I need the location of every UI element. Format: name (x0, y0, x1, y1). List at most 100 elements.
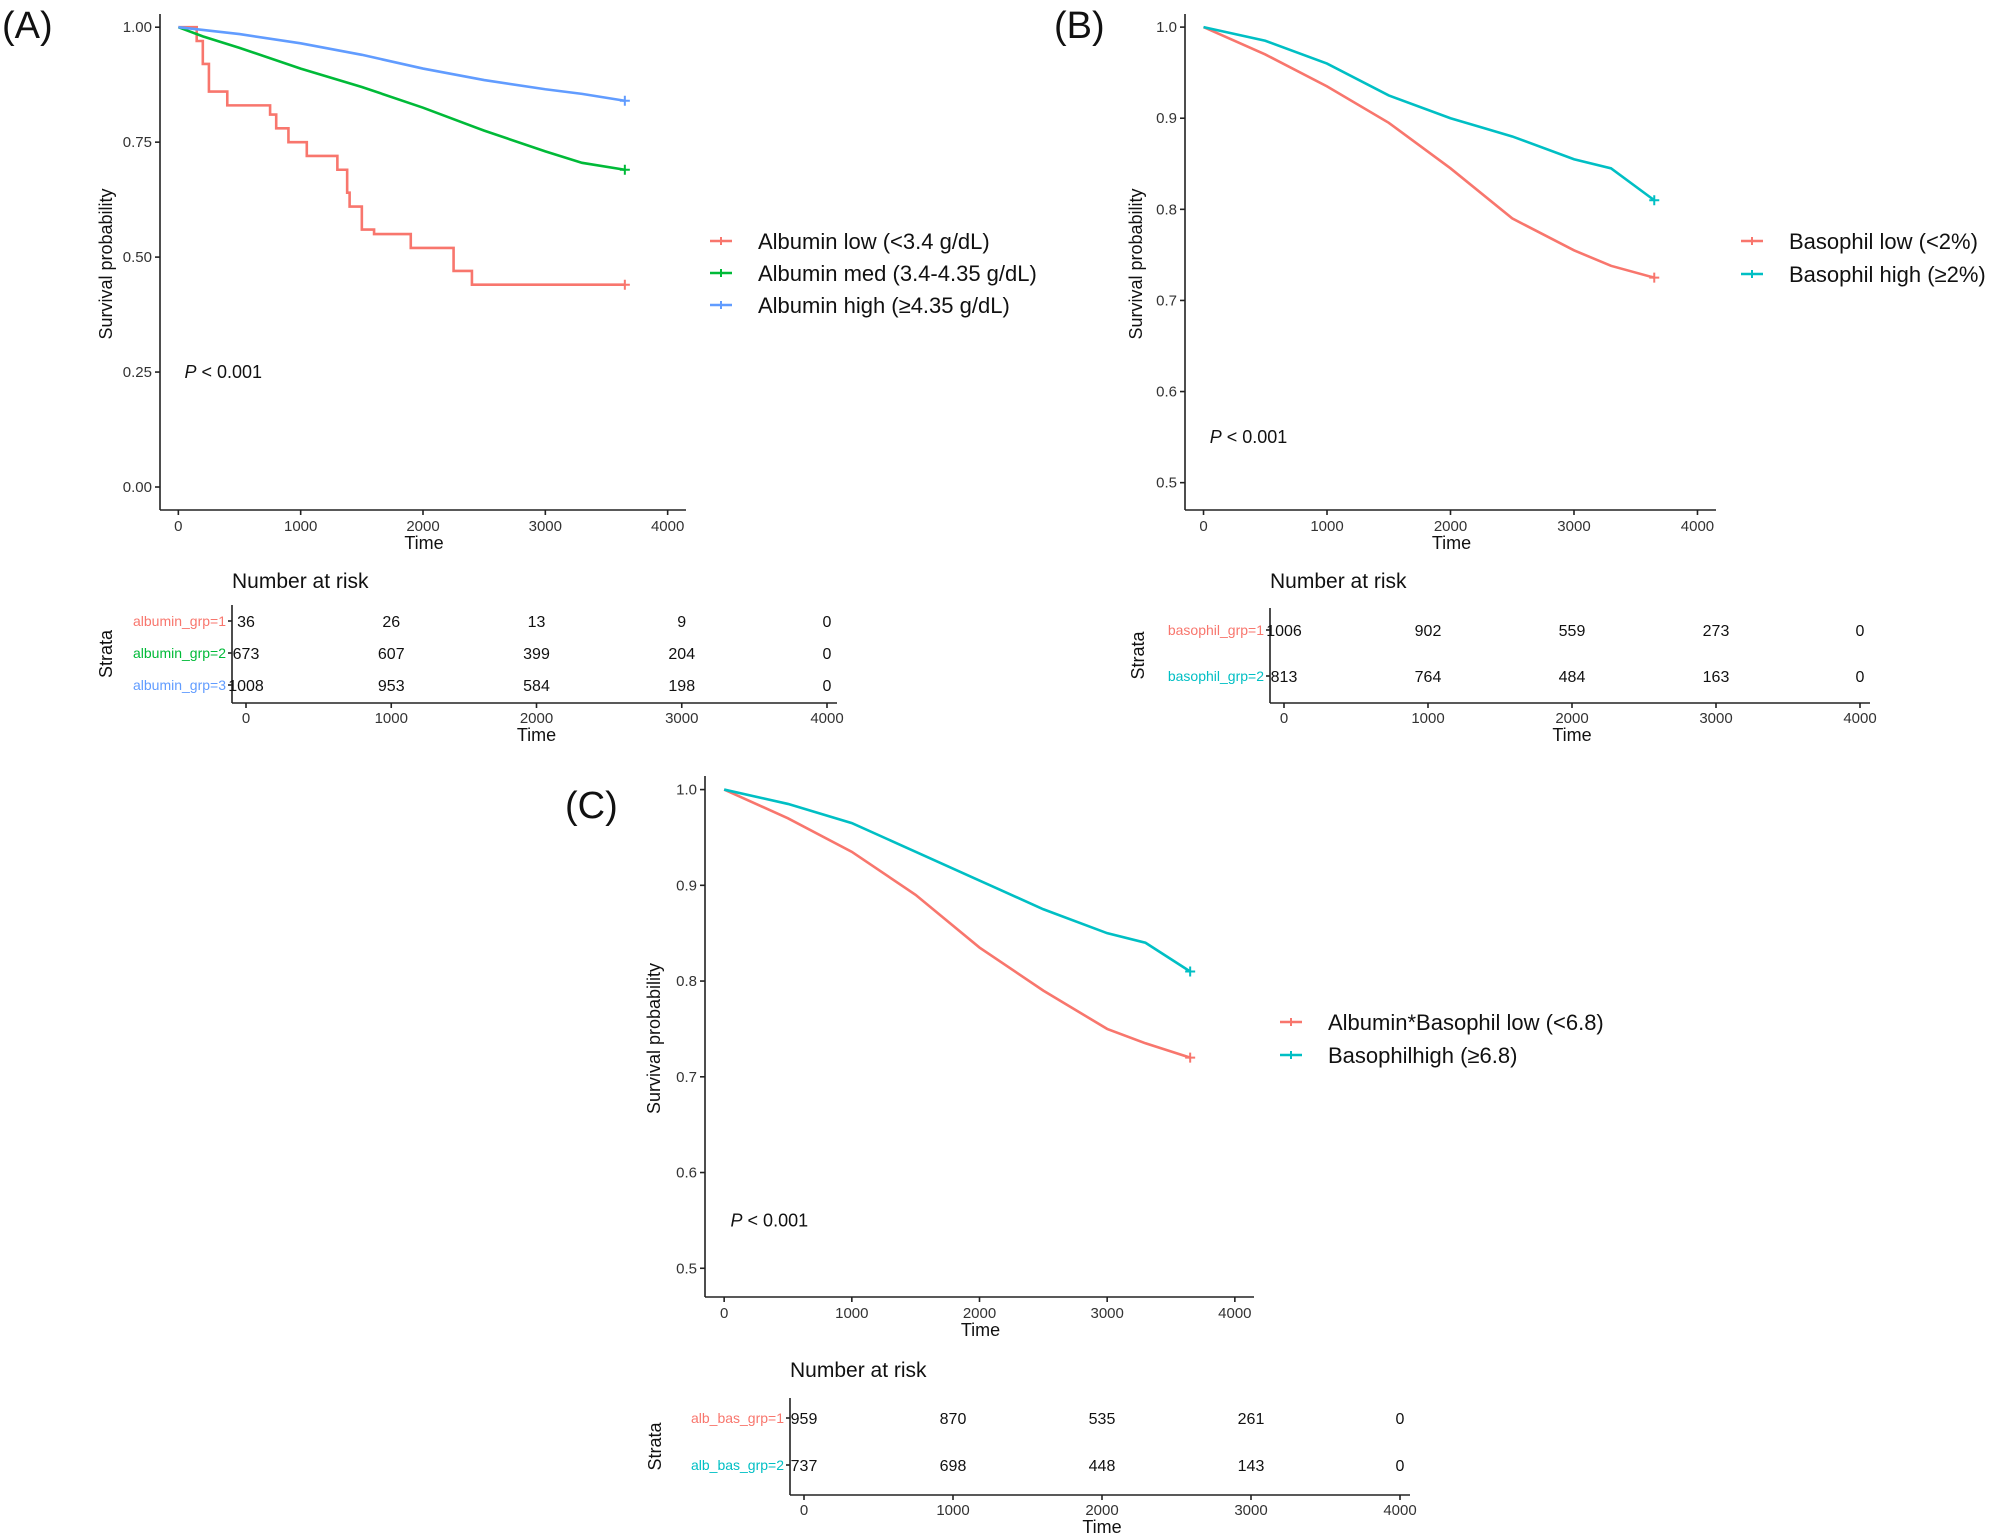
y-axis-label: Survival probability (96, 188, 116, 339)
risk-count: 0 (1856, 669, 1865, 686)
x-axis-label: Time (961, 1320, 1000, 1340)
risk-count: 399 (523, 646, 550, 663)
series-line-0 (178, 25, 625, 286)
x-tick-label: 0 (720, 1305, 728, 1322)
series-line-0 (1202, 25, 1655, 279)
series-line-2 (178, 25, 626, 103)
risk-count: 584 (523, 678, 550, 695)
panel-label: (B) (1054, 5, 1105, 47)
risk-count: 143 (1238, 1458, 1265, 1475)
strata-label-1: albumin_grp=2 (133, 645, 226, 661)
p-value-text: < 0.001 (1222, 427, 1288, 447)
risk-count: 448 (1089, 1458, 1116, 1475)
risk-table-title: Number at risk (790, 1359, 927, 1382)
risk-count: 0 (1856, 623, 1865, 640)
legend-label-0: Basophil low (<2%) (1789, 229, 1978, 254)
censor-mark (619, 279, 630, 290)
x-axis-label: Time (1432, 533, 1471, 553)
y-tick-label: 0.7 (1156, 292, 1177, 309)
risk-count: 0 (823, 646, 832, 663)
risk-x-tick-label: 2000 (1085, 1502, 1118, 1519)
x-tick-label: 4000 (651, 518, 684, 535)
risk-x-tick-label: 3000 (665, 710, 698, 727)
risk-count: 870 (940, 1411, 967, 1428)
risk-x-tick-label: 1000 (1411, 710, 1444, 727)
legend-label-1: Basophilhigh (≥6.8) (1328, 1043, 1517, 1068)
y-tick-label: 0.6 (1156, 384, 1177, 401)
risk-x-tick-label: 4000 (1383, 1502, 1416, 1519)
strata-axis-label: Strata (645, 1422, 665, 1471)
y-axis-label: Survival probability (1126, 188, 1146, 339)
risk-count: 953 (378, 678, 405, 695)
y-tick-label: 0.5 (676, 1260, 697, 1277)
legend-label-2: Albumin high (≥4.35 g/dL) (758, 293, 1010, 318)
legend-label-0: Albumin low (<3.4 g/dL) (758, 229, 990, 254)
p-value-prefix: P (184, 362, 196, 382)
risk-count: 0 (823, 678, 832, 695)
x-tick-label: 2000 (1434, 518, 1467, 535)
risk-x-tick-label: 1000 (936, 1502, 969, 1519)
risk-x-tick-label: 0 (1280, 710, 1288, 727)
x-tick-label: 1000 (1310, 518, 1343, 535)
risk-count: 26 (382, 614, 400, 631)
y-tick-label: 0.25 (123, 364, 152, 381)
risk-x-axis-label: Time (517, 725, 556, 745)
risk-count: 261 (1238, 1411, 1265, 1428)
y-tick-label: 0.6 (676, 1165, 697, 1182)
risk-count: 607 (378, 646, 405, 663)
y-tick-label: 0.8 (676, 973, 697, 990)
series-line-0 (723, 788, 1191, 1059)
strata-label-0: alb_bas_grp=1 (691, 1410, 784, 1426)
y-tick-label: 0.9 (676, 877, 697, 894)
strata-label-1: basophil_grp=2 (1168, 668, 1264, 684)
censor-mark (1649, 195, 1660, 206)
x-tick-label: 2000 (406, 518, 439, 535)
strata-axis-label: Strata (96, 629, 116, 678)
risk-count: 1006 (1266, 623, 1302, 640)
risk-x-axis-label: Time (1082, 1517, 1121, 1535)
panel-1: (B) 0.5 0.6 0.7 0.8 0.9 1.0 0 1000 2000 3000 4000 Ti… (1054, 5, 1986, 745)
p-value-prefix: P (731, 1210, 743, 1230)
censor-mark (1185, 966, 1196, 977)
strata-label-0: basophil_grp=1 (1168, 622, 1264, 638)
y-tick-label: 0.00 (123, 479, 152, 496)
risk-x-tick-label: 2000 (520, 710, 553, 727)
y-tick-label: 0.9 (1156, 110, 1177, 127)
censor-mark (619, 164, 630, 175)
x-tick-label: 4000 (1681, 518, 1714, 535)
y-tick-label: 1.0 (1156, 19, 1177, 36)
risk-x-tick-label: 0 (242, 710, 250, 727)
strata-label-0: albumin_grp=1 (133, 613, 226, 629)
panel-label: (A) (2, 5, 53, 47)
risk-count: 737 (791, 1458, 818, 1475)
x-tick-label: 3000 (529, 518, 562, 535)
panel-2: (C) 0.5 0.6 0.7 0.8 0.9 1.0 0 1000 2000 3000 4000 Ti… (565, 776, 1604, 1535)
risk-count: 204 (668, 646, 695, 663)
risk-count: 198 (668, 678, 695, 695)
risk-table-title: Number at risk (1270, 570, 1407, 593)
p-value-label: P < 0.001 (731, 1210, 809, 1230)
risk-count: 559 (1559, 623, 1586, 640)
risk-x-tick-label: 3000 (1699, 710, 1732, 727)
risk-count: 813 (1271, 669, 1298, 686)
x-tick-label: 0 (1199, 518, 1207, 535)
risk-count: 0 (1396, 1411, 1405, 1428)
x-tick-label: 1000 (835, 1305, 868, 1322)
risk-count: 1008 (228, 678, 264, 695)
censor-mark (619, 95, 630, 106)
risk-count: 273 (1703, 623, 1730, 640)
x-tick-label: 3000 (1090, 1305, 1123, 1322)
x-tick-label: 2000 (963, 1305, 996, 1322)
x-tick-label: 4000 (1218, 1305, 1251, 1322)
risk-count: 673 (233, 646, 260, 663)
risk-x-tick-label: 4000 (1843, 710, 1876, 727)
strata-axis-label: Strata (1128, 631, 1148, 680)
x-tick-label: 0 (174, 518, 182, 535)
risk-count: 13 (528, 614, 546, 631)
strata-label-2: albumin_grp=3 (133, 677, 226, 693)
p-value-label: P < 0.001 (184, 362, 262, 382)
y-tick-label: 1.00 (123, 19, 152, 36)
risk-count: 163 (1703, 669, 1730, 686)
legend-label-1: Albumin med (3.4-4.35 g/dL) (758, 261, 1037, 286)
risk-count: 36 (237, 614, 255, 631)
